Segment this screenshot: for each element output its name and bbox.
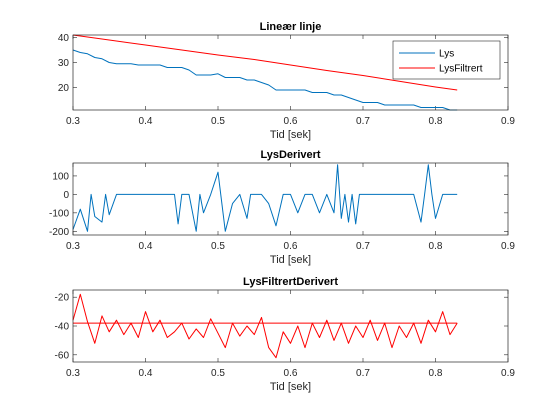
x-tick-label: 0.9 xyxy=(501,241,515,252)
y-tick-label: -20 xyxy=(55,293,70,304)
axes-frame xyxy=(72,34,509,111)
x-tick-label: 0.9 xyxy=(501,116,515,127)
series-line-1 xyxy=(72,164,458,232)
subplot-3: LysFiltrertDerivert 0.3 0.4 0.5 0.6 0.7 0.8 0.9… xyxy=(55,276,516,393)
series-line-lysfiltrert xyxy=(72,34,458,91)
x-tick-label: 0.7 xyxy=(356,241,370,252)
x-tick-label: 0.9 xyxy=(501,368,515,379)
legend-entry: Lys xyxy=(439,49,454,60)
plot-area xyxy=(73,163,508,235)
x-tick-label: 0.5 xyxy=(211,241,225,252)
x-tick-label: 0.3 xyxy=(66,241,80,252)
legend: Lys LysFiltrert xyxy=(392,40,501,80)
series-line-1 xyxy=(72,293,458,359)
y-tick-label: 30 xyxy=(58,58,70,69)
x-axis-label: Tid [sek] xyxy=(270,129,311,141)
y-tick-label: -200 xyxy=(49,227,69,238)
axes-frame xyxy=(72,162,509,236)
x-tick-label: 0.8 xyxy=(429,116,443,127)
x-tick-label: 0.6 xyxy=(284,368,298,379)
chart-title: LysFiltrertDerivert xyxy=(243,276,338,288)
x-tick-label: 0.4 xyxy=(139,241,153,252)
legend-entry: LysFiltrert xyxy=(439,64,483,75)
x-tick-label: 0.5 xyxy=(211,116,225,127)
x-tick-label: 0.4 xyxy=(139,368,153,379)
y-tick-label: 20 xyxy=(58,83,70,94)
legend-box xyxy=(392,40,501,80)
x-tick-label: 0.5 xyxy=(211,368,225,379)
x-tick-label: 0.3 xyxy=(66,368,80,379)
axes-frame xyxy=(72,289,509,363)
subplot-1: Lineær linje 0.3 0.4 0.5 0.6 0.7 0.8 0.9 20 30 40 T… xyxy=(58,21,516,141)
chart-title: Lineær linje xyxy=(260,21,322,33)
x-tick-label: 0.6 xyxy=(284,116,298,127)
x-tick-label: 0.3 xyxy=(66,116,80,127)
x-tick-label: 0.6 xyxy=(284,241,298,252)
y-tick-label: 40 xyxy=(58,33,70,44)
x-tick-label: 0.7 xyxy=(356,368,370,379)
x-tick-label: 0.8 xyxy=(429,241,443,252)
plot-area xyxy=(73,290,508,362)
y-tick-label: -60 xyxy=(55,350,70,361)
y-tick-label: 0 xyxy=(63,190,69,201)
x-axis-label: Tid [sek] xyxy=(270,381,311,393)
series-line-lys xyxy=(72,49,458,111)
y-tick-label: -100 xyxy=(49,208,69,219)
x-axis-label: Tid [sek] xyxy=(270,254,311,266)
x-tick-label: 0.4 xyxy=(139,116,153,127)
x-tick-label: 0.8 xyxy=(429,368,443,379)
y-tick-label: 100 xyxy=(52,171,69,182)
subplot-2: LysDerivert 0.3 0.4 0.5 0.6 0.7 0.8 0.9 -200 -100… xyxy=(49,149,515,266)
x-tick-label: 0.7 xyxy=(356,116,370,127)
chart-title: LysDerivert xyxy=(260,149,320,161)
y-tick-label: -40 xyxy=(55,322,70,333)
